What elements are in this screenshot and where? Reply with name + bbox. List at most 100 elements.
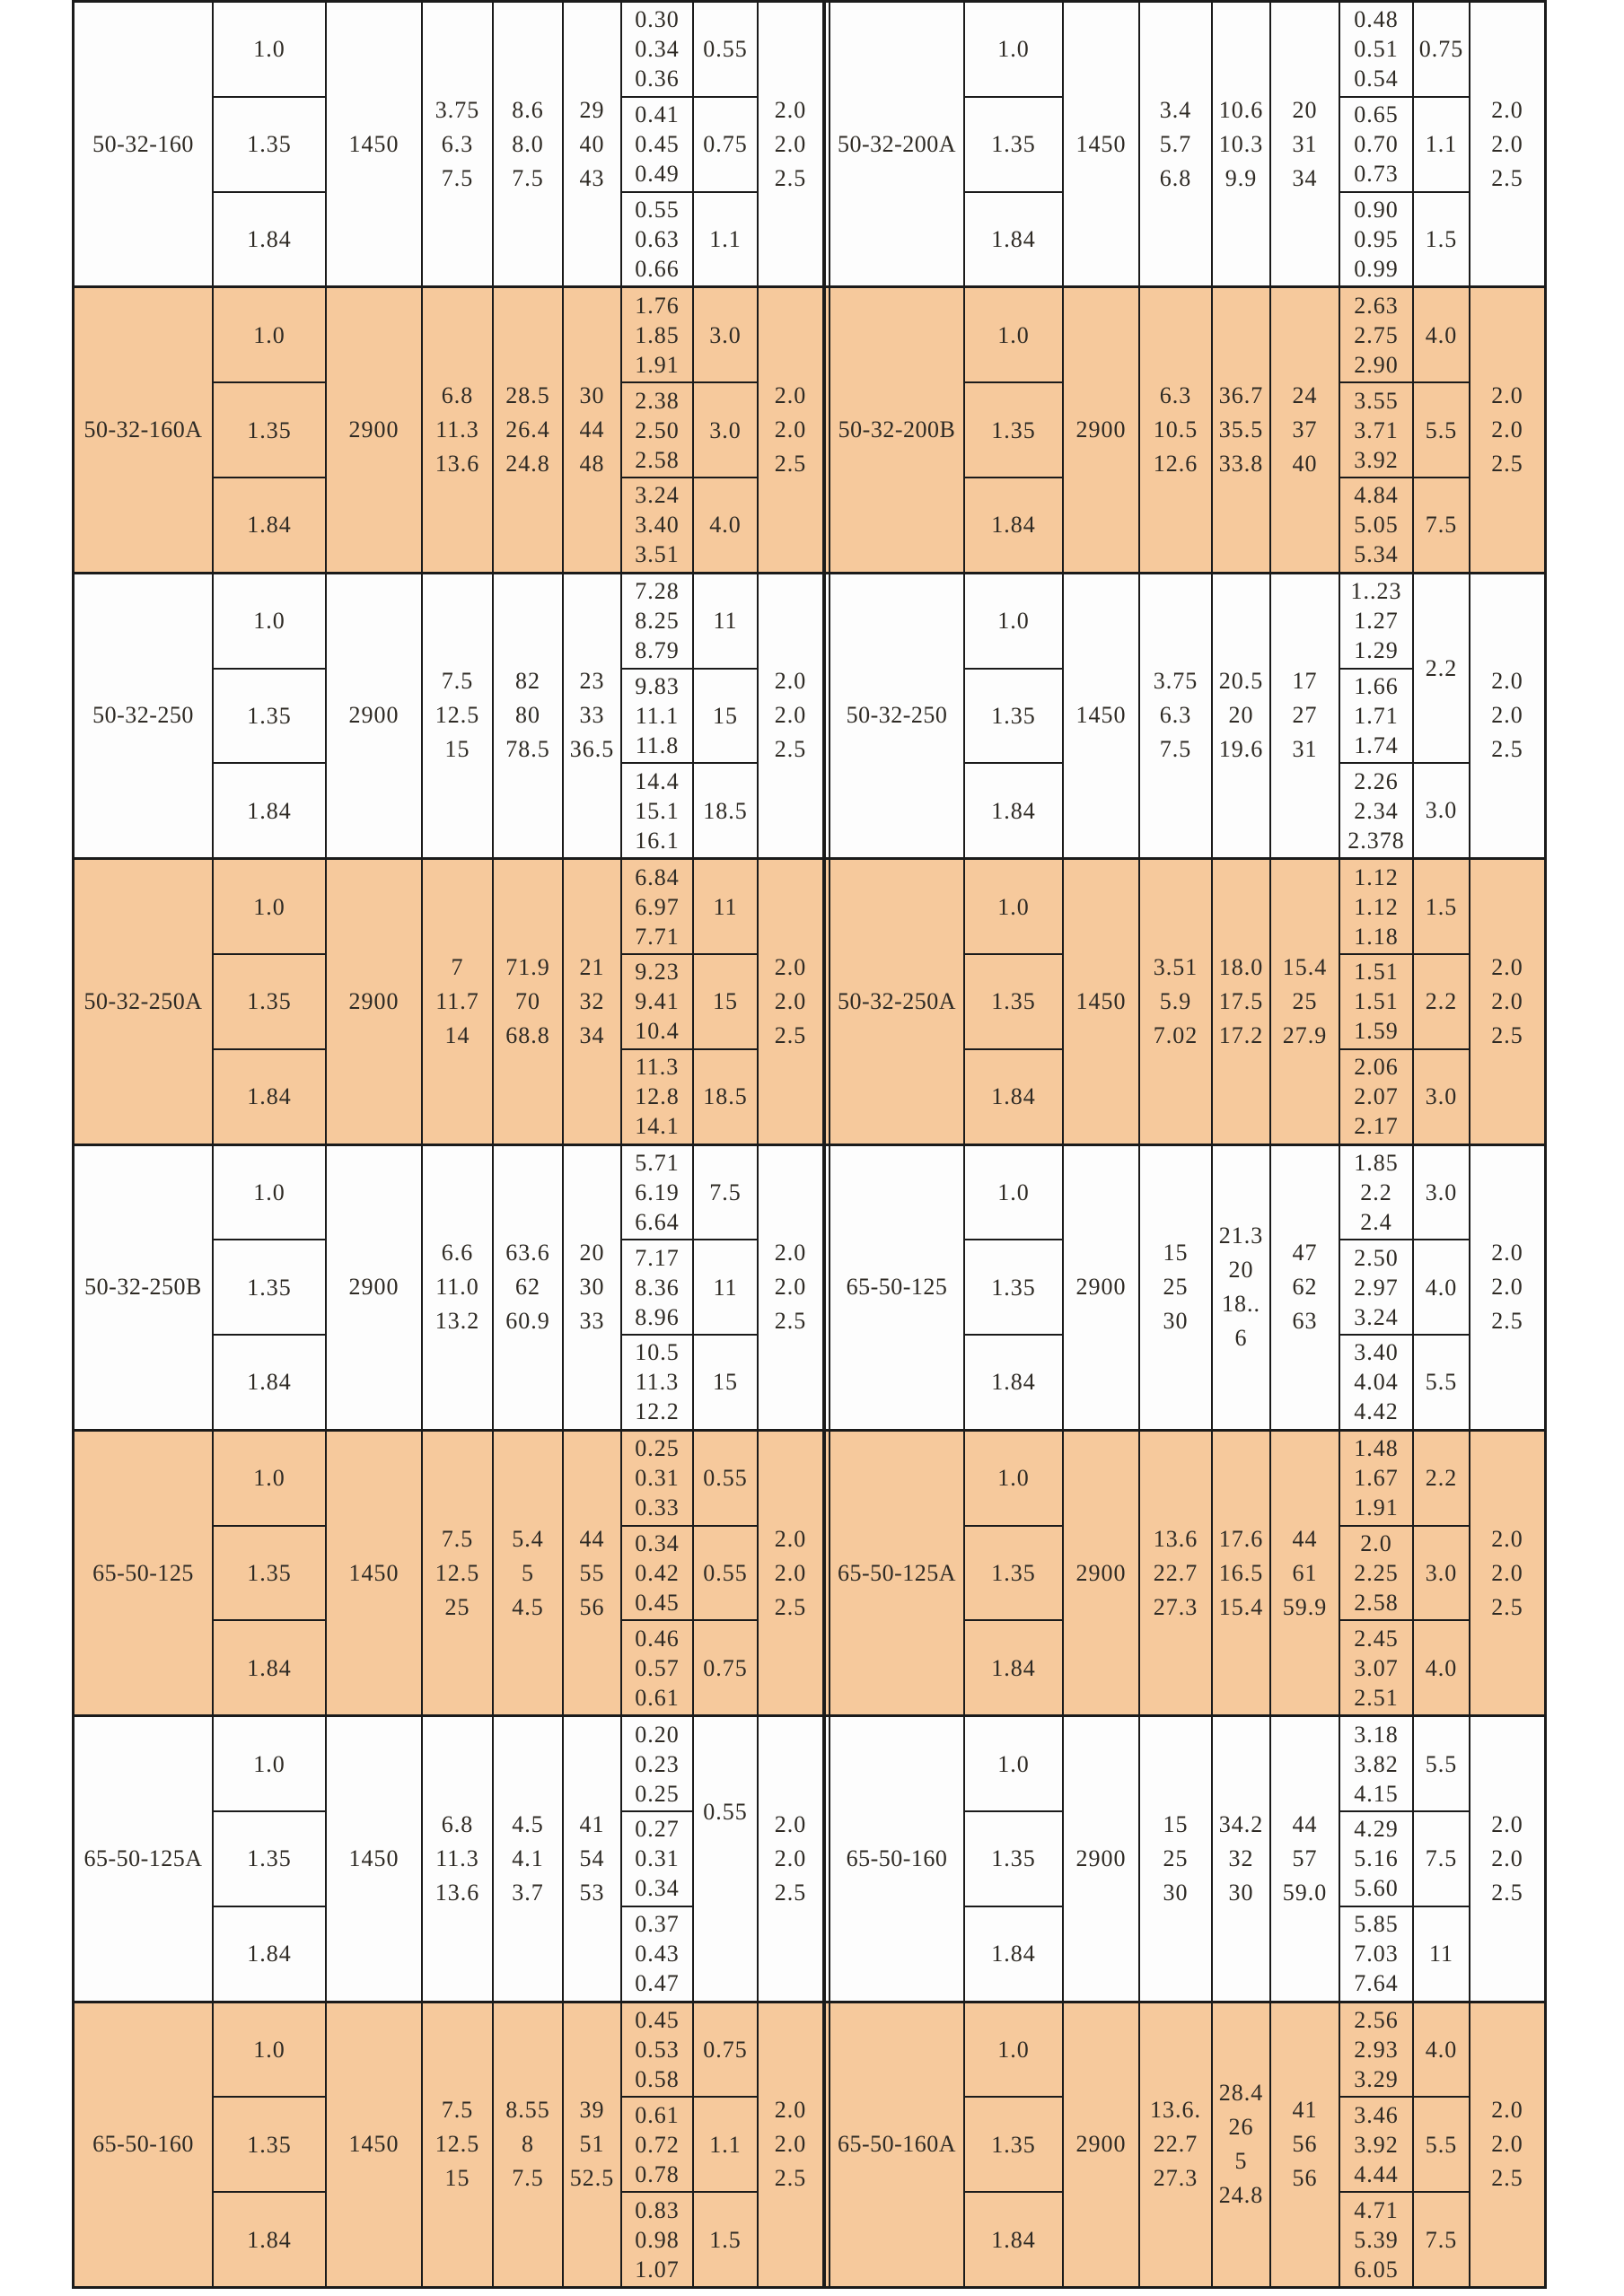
pressure-column-value: 2.5 — [1491, 1593, 1523, 1620]
power-cell-value: 7.5 — [1425, 2226, 1458, 2253]
npsh-cell-value: 0.34 — [635, 36, 680, 63]
pump-table: 50-32-160 1.0 1.35 1.84 1450 3.75 6.3 7.5 8.6 8.0… — [72, 0, 1547, 2289]
value-lines: 44 57 59.0 — [1283, 1808, 1328, 1910]
value-lines: 2.0 2.0 2.5 — [1491, 1522, 1523, 1625]
pressure-column-value: 2.5 — [1491, 2165, 1523, 2192]
value-lines: 0.75 — [1419, 34, 1464, 64]
npsh-cell-value: 1.85 — [635, 321, 680, 348]
head-column-value: 4.1 — [512, 1845, 544, 1871]
value-lines: 1450 — [349, 1842, 399, 1876]
value-lines: 1.35 — [247, 416, 292, 445]
efficiency-column: 39 51 52.5 — [564, 2002, 622, 2286]
value-lines: 21.3 20 18.. 6 — [1219, 1219, 1264, 1355]
npsh-cell: 1.85 2.2 2.4 — [1340, 1146, 1412, 1241]
npsh-cell-value: 3.55 — [1354, 387, 1399, 414]
power-cell: 7.5 — [694, 1146, 757, 1241]
npsh-cell-value: 14.4 — [635, 767, 680, 794]
flow-column-value: 12.5 — [435, 1559, 480, 1586]
power-cell: 4.0 — [694, 478, 757, 572]
value-lines: 1.35 — [247, 701, 292, 731]
pressure-column: 2.0 2.0 2.5 — [759, 574, 824, 858]
speed-column-value: 2900 — [1075, 1845, 1127, 1871]
npsh-column: 3.18 3.82 4.15 4.29 5.16 5.60 5.85 7.03 7.64 — [1340, 1717, 1414, 2001]
npsh-column: 1.85 2.2 2.4 2.50 2.97 3.24 3.40 4.04 4.42 — [1340, 1145, 1414, 1429]
value-lines: 65-50-125A — [838, 1556, 956, 1591]
flow-column-value: 7.5 — [441, 2097, 474, 2124]
flow-column: 6.8 11.3 13.6 — [423, 288, 494, 572]
ratio-cell-value: 1.35 — [991, 1845, 1036, 1872]
power-cell: 7.5 — [1414, 2193, 1469, 2286]
value-lines: 6.3 10.5 12.6 — [1154, 379, 1198, 481]
value-lines: 1.5 — [1426, 892, 1458, 922]
value-lines: 0.41 0.45 0.49 — [635, 100, 680, 188]
npsh-cell-value: 11.3 — [635, 1369, 680, 1396]
value-lines: 4.0 — [1426, 1653, 1458, 1683]
power-cell-value: 1.1 — [1425, 131, 1458, 158]
power-column: 0.75 1.1 1.5 — [694, 2002, 759, 2286]
pressure-column: 2.0 2.0 2.5 — [1470, 2002, 1547, 2286]
npsh-cell-value: 1.74 — [1354, 732, 1399, 758]
npsh-cell-value: 0.34 — [635, 1530, 680, 1557]
efficiency-column-value: 34 — [579, 1021, 605, 1048]
head-column: 63.6 62 60.9 — [494, 1145, 564, 1429]
ratio-cell-value: 1.35 — [247, 1560, 292, 1587]
value-lines: 1.84 — [247, 2225, 292, 2255]
value-lines: 1.0 — [253, 1749, 285, 1779]
speed-column-value: 1450 — [348, 1559, 399, 1586]
power-cell-value: 15 — [713, 1369, 738, 1396]
model-column-value: 65-50-160 — [846, 1845, 948, 1871]
ratio-cell-value: 1.35 — [247, 416, 292, 443]
efficiency-column-value: 59.9 — [1282, 1593, 1328, 1620]
npsh-cell-value: 6.64 — [635, 1208, 680, 1235]
power-cell-value: 0.75 — [703, 2037, 748, 2064]
npsh-cell-value: 1.29 — [1354, 637, 1399, 664]
pressure-column: 2.0 2.0 2.5 — [759, 3, 824, 286]
npsh-cell-value: 0.45 — [635, 131, 680, 158]
value-lines: 0.75 — [703, 129, 748, 159]
ratio-cell-value: 1.84 — [247, 1941, 292, 1967]
npsh-cell: 2.06 2.07 2.17 — [1340, 1050, 1412, 1144]
model-column-value: 50-32-250A — [837, 987, 957, 1014]
npsh-cell: 2.26 2.34 2.378 — [1340, 764, 1412, 857]
pressure-column-value: 2.0 — [1491, 2131, 1523, 2158]
flow-column: 3.75 6.3 7.5 — [423, 3, 494, 286]
value-lines: 3.40 4.04 4.42 — [1354, 1337, 1399, 1426]
npsh-cell: 14.4 15.1 16.1 — [622, 764, 692, 857]
npsh-column: 0.20 0.23 0.25 0.27 0.31 0.34 0.37 0.43 0.47 — [622, 1717, 694, 2001]
npsh-cell-value: 0.37 — [635, 1911, 680, 1938]
row-group: 50-32-250B 1.0 1.35 1.84 2900 6.6 11.0 13.2 63.6… — [72, 1145, 1547, 1432]
value-lines: 17 27 31 — [1293, 664, 1318, 767]
efficiency-column: 41 56 56 — [1271, 2002, 1340, 2286]
flow-column: 3.51 5.9 7.02 — [1140, 860, 1213, 1144]
value-lines: 7.5 12.5 15 — [435, 2093, 480, 2195]
pressure-column-value: 2.0 — [1491, 1810, 1523, 1837]
value-lines: 10.6 10.3 9.9 — [1219, 93, 1264, 196]
flow-column-value: 25 — [1163, 1845, 1189, 1871]
power-cell: 3.0 — [1414, 764, 1469, 857]
npsh-cell: 1.76 1.85 1.91 — [622, 288, 692, 384]
value-lines: 3.24 3.40 3.51 — [635, 480, 680, 569]
value-lines: 7 11.7 14 — [435, 951, 479, 1053]
power-cell-value: 0.75 — [703, 131, 748, 158]
pressure-column: 2.0 2.0 2.5 — [759, 1717, 824, 2001]
ratio-cell-value: 1.84 — [247, 797, 292, 824]
pressure-column-value: 2.0 — [774, 702, 807, 729]
value-lines: 3.75 6.3 7.5 — [1154, 664, 1198, 767]
pressure-column-value: 2.0 — [774, 2097, 807, 2124]
npsh-cell-value: 0.31 — [635, 1845, 680, 1872]
ratio-column: 1.0 1.35 1.84 — [965, 288, 1064, 572]
value-lines: 1.0 — [997, 1749, 1030, 1779]
npsh-cell: 3.24 3.40 3.51 — [622, 478, 692, 572]
flow-column-value: 3.4 — [1159, 96, 1192, 123]
efficiency-column-value: 33 — [579, 1308, 605, 1335]
npsh-cell-value: 0.78 — [635, 2160, 680, 2187]
efficiency-column-value: 40 — [579, 130, 605, 157]
npsh-cell-value: 3.71 — [1354, 416, 1399, 443]
value-lines: 6.8 11.3 13.6 — [435, 379, 480, 481]
value-lines: 1.84 — [991, 1082, 1036, 1111]
npsh-cell-value: 2.45 — [1354, 1625, 1399, 1652]
value-lines: 2.0 2.0 2.5 — [1491, 1236, 1523, 1338]
row-group: 50-32-160A 1.0 1.35 1.84 2900 6.8 11.3 13.6 28.5… — [72, 288, 1547, 574]
left-half: 50-32-160A 1.0 1.35 1.84 2900 6.8 11.3 13.6 28.5… — [72, 288, 824, 572]
efficiency-column: 17 27 31 — [1271, 574, 1340, 858]
